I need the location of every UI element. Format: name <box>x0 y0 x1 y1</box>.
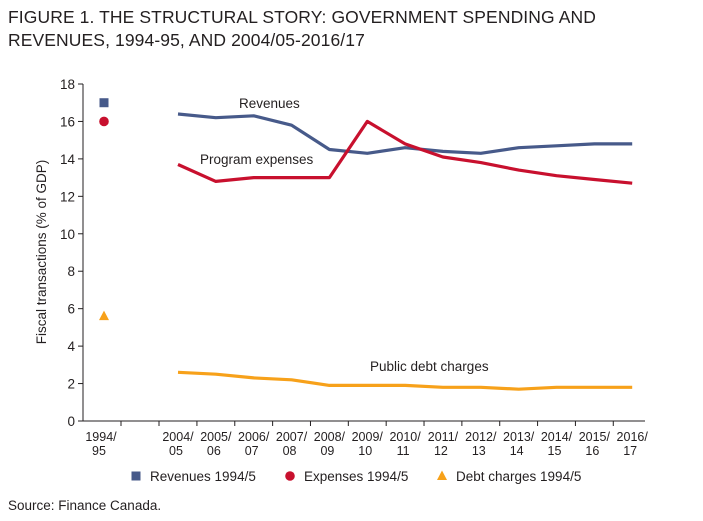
legend: Revenues 1994/5 Expenses 1994/5 Debt charg… <box>131 469 581 484</box>
legend-marker-debt-charges-1994-5 <box>437 470 447 480</box>
x-tick-label: 07 <box>245 444 259 458</box>
x-tick-label: 2010/ <box>389 430 421 444</box>
x-tick-label: 10 <box>358 444 372 458</box>
annotation-program-expenses: Program expenses <box>200 152 314 167</box>
point-debt-charges-1994-5 <box>99 310 109 321</box>
y-tick-label: 8 <box>67 264 75 279</box>
x-tick-label: 2013/ <box>503 430 535 444</box>
y-tick-label: 16 <box>60 114 75 129</box>
y-axis-label: Fiscal transactions (% of GDP) <box>34 160 49 345</box>
x-tick-label: 2016/ <box>617 430 649 444</box>
x-tick-label: 2009/ <box>352 430 384 444</box>
series-line-revenues <box>177 112 633 155</box>
point-expenses-1994-5 <box>99 116 109 127</box>
x-tick-label: 2012/ <box>465 430 497 444</box>
x-tick-label: 15 <box>548 444 562 458</box>
x-tick-label: 09 <box>320 444 334 458</box>
x-tick-label: 11 <box>397 444 410 458</box>
x-tick-label: 2007/ <box>276 430 308 444</box>
annotation-public-debt-charges: Public debt charges <box>370 359 489 374</box>
annotation-revenues: Revenues <box>239 96 300 111</box>
y-tick-label: 18 <box>60 77 75 92</box>
x-tick-label: 06 <box>207 444 221 458</box>
x-tick-label: 2015/ <box>579 430 611 444</box>
y-tick-label: 4 <box>67 339 75 354</box>
chart-axes <box>82 84 645 422</box>
y-tick-label: 0 <box>67 414 75 429</box>
x-tick-label: 05 <box>169 444 183 458</box>
y-tick-label: 10 <box>60 227 75 242</box>
x-tick-label: 2006/ <box>238 430 270 444</box>
x-tick-label: 2011/ <box>428 430 459 444</box>
legend-label-debt-charges-1994-5: Debt charges 1994/5 <box>456 469 581 484</box>
y-tick-label: 2 <box>67 377 75 392</box>
annotations: Revenues Program expenses Public debt char… <box>200 96 489 374</box>
legend-label-expenses-1994-5: Expenses 1994/5 <box>304 469 408 484</box>
y-axis-ticks: 0 2 4 6 8 10 12 14 16 18 <box>60 77 83 429</box>
legend-marker-revenues-1994-5 <box>131 471 141 481</box>
y-tick-label: 12 <box>60 189 75 204</box>
x-tick-label: 16 <box>585 444 599 458</box>
x-tick-label: 95 <box>92 444 106 458</box>
x-tick-label: 13 <box>472 444 486 458</box>
x-tick-label: 2014/ <box>541 430 573 444</box>
x-tick-label: 2005/ <box>200 430 232 444</box>
x-axis-ticks: 1994/95 2004/05 2005/06 2006/07 2007/08 2008/… <box>85 421 648 458</box>
points-1994 <box>99 98 109 321</box>
y-tick-label: 14 <box>60 152 76 167</box>
y-tick-label: 6 <box>67 302 75 317</box>
legend-label-revenues-1994-5: Revenues 1994/5 <box>150 469 256 484</box>
series-line-program-expenses <box>177 119 633 185</box>
series-line-public-debt-charges <box>177 370 633 391</box>
x-tick-label: 2004/ <box>162 430 194 444</box>
x-tick-label: 17 <box>623 444 637 458</box>
x-tick-label: 14 <box>510 444 524 458</box>
x-tick-label: 2008/ <box>314 430 346 444</box>
series-lines <box>177 112 633 391</box>
point-revenues-1994-5 <box>99 98 109 108</box>
x-tick-label: 1994/ <box>85 430 117 444</box>
x-tick-label: 08 <box>283 444 297 458</box>
x-tick-label: 12 <box>434 444 448 458</box>
source-note: Source: Finance Canada. <box>8 498 162 513</box>
figure-title: FIGURE 1. THE STRUCTURAL STORY: GOVERNME… <box>8 7 596 50</box>
legend-marker-expenses-1994-5 <box>285 471 295 481</box>
